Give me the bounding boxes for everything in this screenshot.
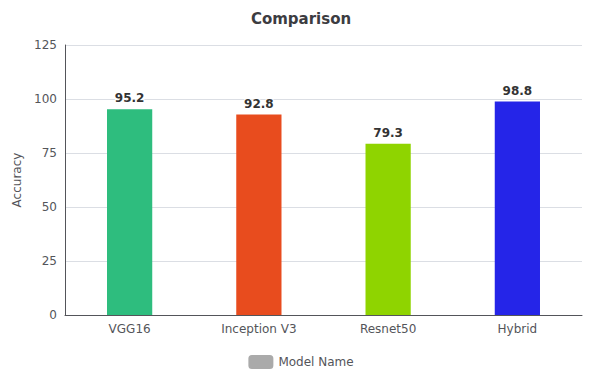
svg-text:98.8: 98.8 xyxy=(503,84,533,98)
svg-text:Resnet50: Resnet50 xyxy=(360,322,416,336)
svg-text:95.2: 95.2 xyxy=(115,91,145,105)
svg-text:75: 75 xyxy=(42,146,57,160)
svg-text:125: 125 xyxy=(34,38,57,52)
svg-text:Inception V3: Inception V3 xyxy=(221,322,296,336)
svg-text:79.3: 79.3 xyxy=(373,126,403,140)
svg-text:25: 25 xyxy=(42,254,57,268)
svg-text:Comparison: Comparison xyxy=(251,10,351,28)
svg-text:VGG16: VGG16 xyxy=(109,322,151,336)
svg-text:Hybrid: Hybrid xyxy=(498,322,538,336)
svg-text:Model Name: Model Name xyxy=(278,355,353,369)
svg-text:Accuracy: Accuracy xyxy=(10,153,24,208)
svg-text:100: 100 xyxy=(34,92,57,106)
svg-text:0: 0 xyxy=(49,308,57,322)
svg-text:50: 50 xyxy=(42,200,57,214)
svg-text:92.8: 92.8 xyxy=(244,97,274,111)
